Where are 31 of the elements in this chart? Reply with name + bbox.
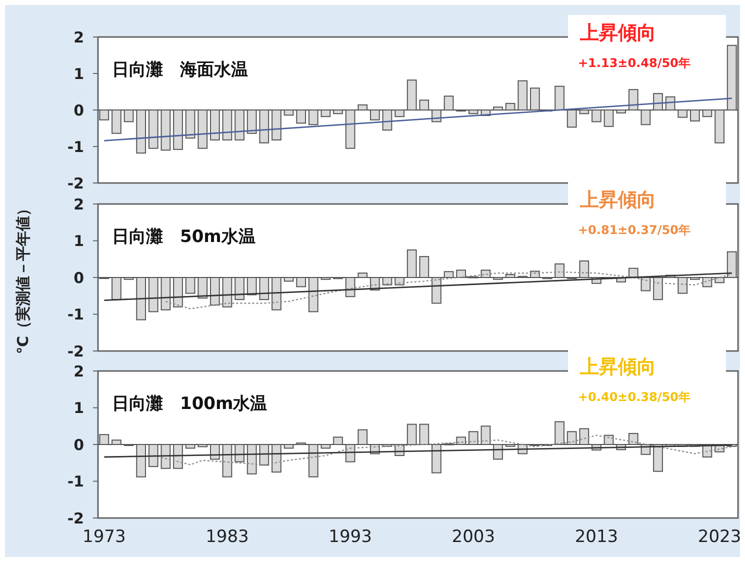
- y-tick-label: 1: [74, 64, 84, 83]
- annotation: 上昇傾向: [579, 189, 656, 211]
- annotation: +0.81±0.37/50年: [578, 223, 690, 237]
- x-tick-label: 2003: [452, 527, 496, 547]
- y-tick-label: -2: [67, 342, 84, 360]
- text: 日向灘 海面水温: [112, 60, 248, 80]
- annotation: +1.13±0.48/50年: [578, 56, 690, 70]
- y-tick-label: -2: [67, 174, 84, 192]
- y-tick-label: -1: [67, 472, 84, 490]
- x-tick-label: 1983: [206, 527, 249, 547]
- y-tick-label: 2: [74, 195, 84, 214]
- y-tick-label: 0: [74, 268, 84, 287]
- y-tick-label: 2: [74, 28, 84, 46]
- x-tick-label: 1973: [82, 527, 126, 547]
- annotation: 上昇傾向: [579, 22, 656, 44]
- text: 日向灘 50m水温: [112, 227, 256, 247]
- x-tick-label: 2023: [698, 527, 742, 547]
- y-tick-label: -1: [67, 138, 84, 156]
- y-tick-label: 2: [74, 362, 84, 380]
- y-tick-label: 0: [74, 436, 84, 454]
- y-tick-label: -1: [67, 306, 84, 324]
- text: 日向灘 100m水温: [112, 394, 268, 414]
- annotation: +0.40±0.38/50年: [578, 390, 690, 404]
- y-tick-label: 0: [74, 101, 84, 120]
- x-tick-label: 1993: [328, 527, 372, 547]
- y-tick-label: 1: [74, 232, 84, 250]
- y-axis-title: ℃（実測値－平年値）: [14, 200, 32, 354]
- y-tick-label: 1: [74, 399, 84, 417]
- y-tick-label: -2: [67, 509, 84, 528]
- annotation: 上昇傾向: [579, 356, 656, 378]
- x-tick-label: 2013: [574, 527, 618, 547]
